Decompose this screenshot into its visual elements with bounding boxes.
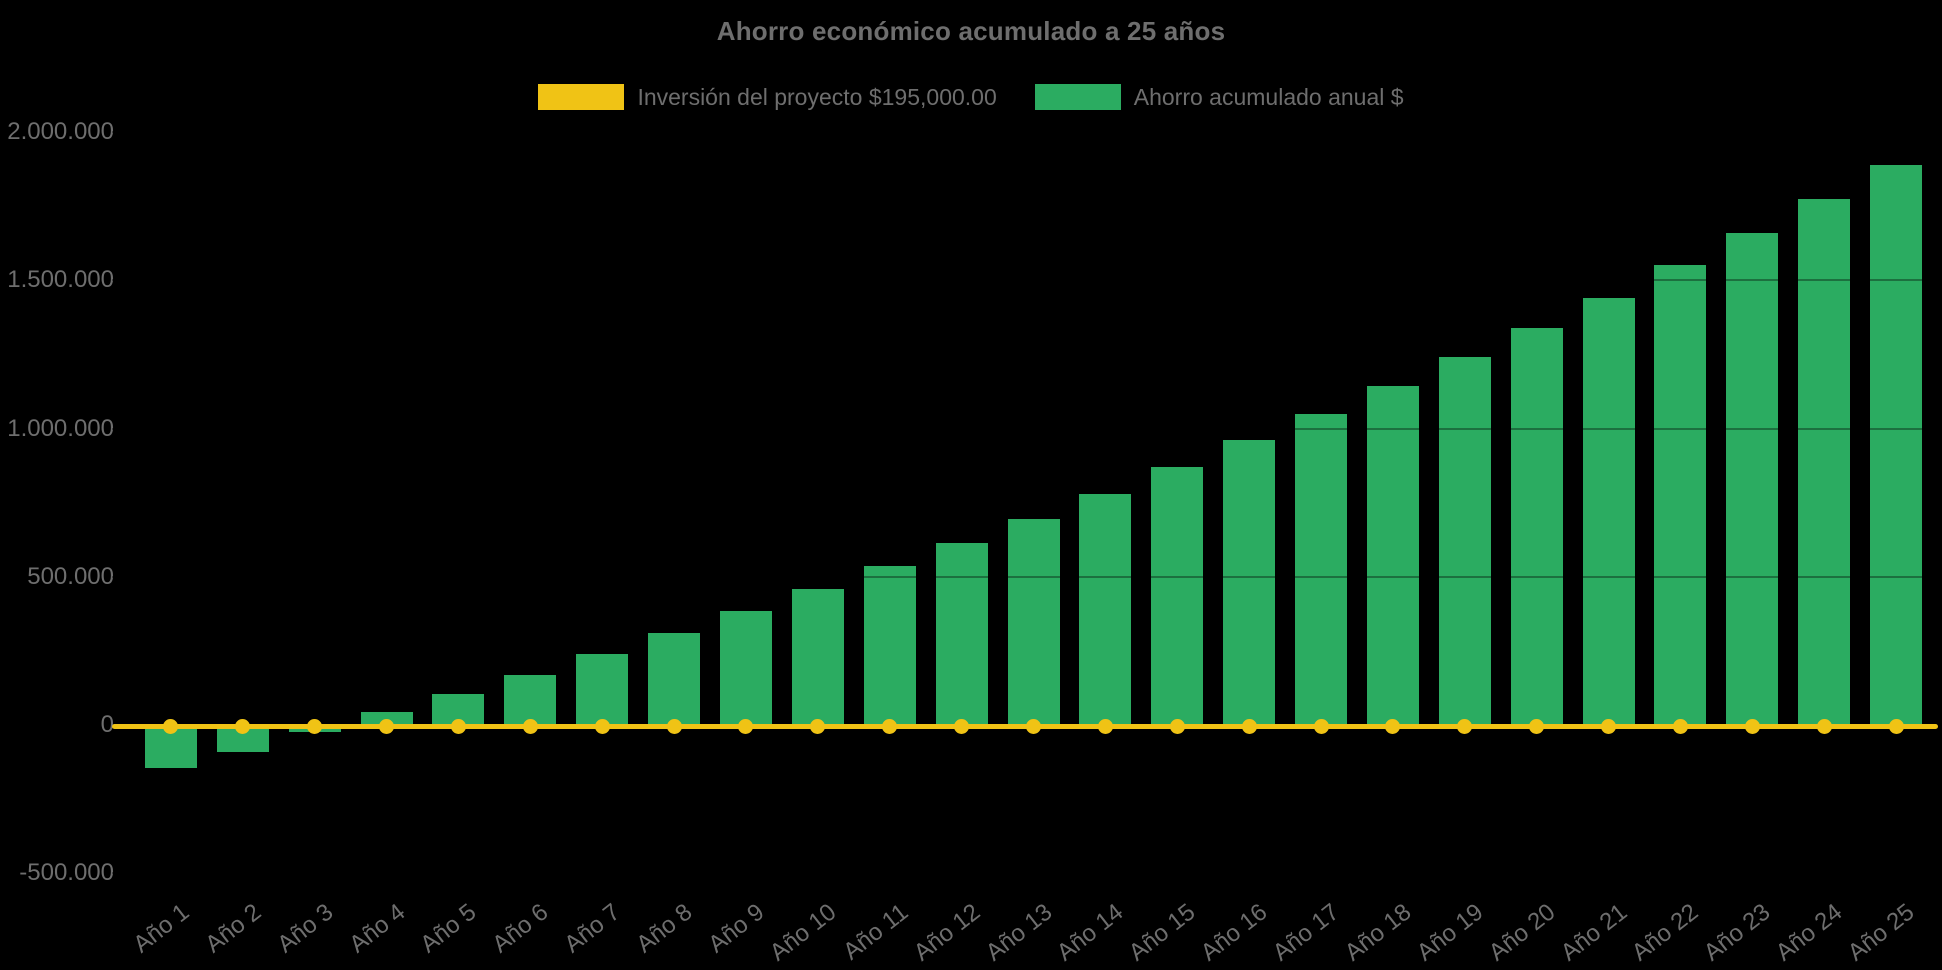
bar-año-8 — [648, 633, 701, 725]
investment-line-point — [666, 718, 682, 734]
investment-line-point — [1169, 718, 1185, 734]
gridline — [112, 131, 1938, 133]
gridline — [112, 575, 1938, 578]
bar-año-12 — [935, 542, 988, 725]
y-tick-label: 1.000.000 — [7, 414, 114, 442]
bar-año-22 — [1654, 265, 1707, 725]
gridline — [112, 279, 1938, 282]
investment-line-point — [1816, 718, 1832, 734]
investment-line-point — [954, 718, 970, 734]
investment-line-point — [810, 718, 826, 734]
investment-line-point — [450, 718, 466, 734]
investment-legend-swatch — [538, 84, 625, 110]
legend-item-investment[interactable]: Inversión del proyecto $195,000.00 — [538, 84, 997, 110]
bar-año-17 — [1295, 413, 1348, 725]
investment-line-point — [1026, 718, 1041, 734]
chart-title: Ahorro económico acumulado a 25 años — [716, 16, 1226, 46]
bar-año-10 — [791, 588, 844, 725]
investment-line-point — [738, 718, 754, 734]
y-tick-label: 500.000 — [27, 562, 114, 590]
chart-legend: Inversión del proyecto $195,000.00 Ahorr… — [0, 84, 1942, 110]
y-tick-label: 1.500.000 — [7, 266, 114, 294]
bar-año-20 — [1510, 327, 1563, 725]
investment-line-point — [522, 718, 538, 734]
investment-line-point — [1241, 718, 1257, 734]
investment-line-point — [379, 718, 395, 734]
bar-año-21 — [1582, 298, 1635, 725]
investment-line-point — [882, 718, 898, 734]
bar-año-16 — [1223, 440, 1276, 725]
savings-legend-label: Ahorro acumulado anual $ — [1133, 84, 1404, 110]
investment-line-point — [307, 718, 323, 734]
investment-legend-label: Inversión del proyecto $195,000.00 — [637, 84, 997, 110]
bar-año-24 — [1798, 198, 1851, 725]
y-tick-label: -500.000 — [19, 859, 114, 887]
bar-año-14 — [1079, 493, 1132, 725]
bar-año-7 — [576, 653, 629, 725]
y-tick-label: 0 — [100, 711, 114, 738]
bar-año-4 — [360, 711, 413, 725]
legend-item-savings[interactable]: Ahorro acumulado anual $ — [1034, 84, 1404, 110]
bar-año-19 — [1438, 357, 1491, 725]
investment-line-point — [1457, 718, 1473, 734]
investment-line — [112, 723, 1938, 729]
investment-line-point — [1672, 718, 1688, 734]
bar-año-15 — [1151, 467, 1204, 725]
bar-año-6 — [504, 674, 557, 725]
investment-line-point — [1313, 718, 1329, 734]
bar-año-18 — [1366, 385, 1419, 725]
investment-line-point — [1097, 718, 1113, 734]
investment-line-point — [163, 718, 179, 734]
bar-año-13 — [1007, 518, 1060, 725]
investment-line-point — [1744, 718, 1760, 734]
bar-año-25 — [1870, 164, 1923, 725]
y-tick-label: 2.000.000 — [7, 118, 114, 145]
investment-line-point — [1529, 718, 1545, 734]
bar-año-11 — [863, 566, 916, 725]
investment-line-point — [1385, 718, 1401, 734]
investment-line-point — [594, 718, 610, 734]
gridline — [112, 427, 1938, 430]
gridline — [112, 872, 1938, 875]
savings-legend-swatch — [1034, 84, 1121, 110]
investment-line-point — [1601, 718, 1617, 734]
investment-line-point — [235, 718, 251, 734]
bar-año-23 — [1726, 232, 1779, 725]
bar-año-9 — [719, 610, 772, 725]
investment-line-point — [1888, 718, 1904, 734]
